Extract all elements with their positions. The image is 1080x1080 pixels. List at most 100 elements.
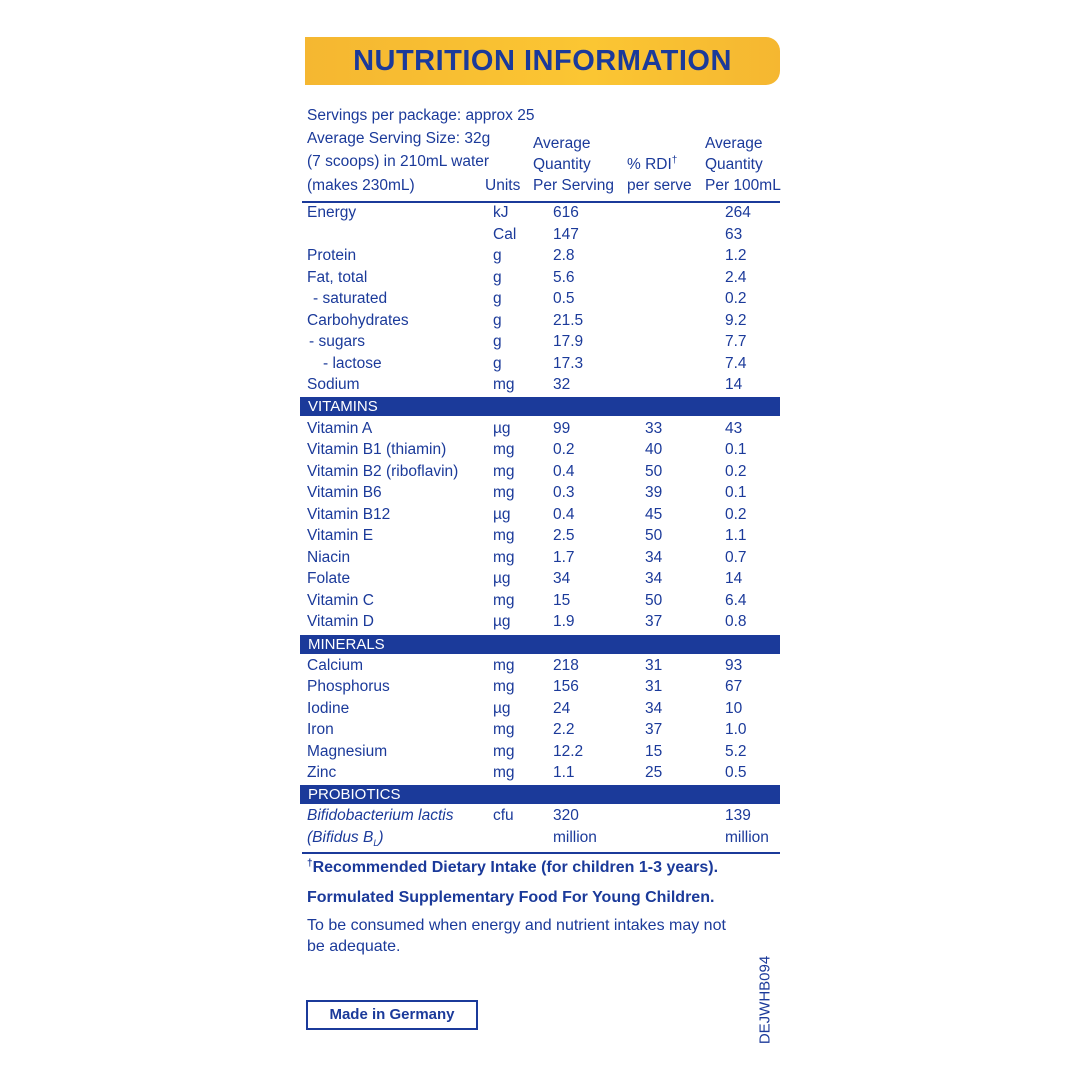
section-title: PROBIOTICS xyxy=(308,786,401,804)
cell-per-100ml: 6.4 xyxy=(725,591,747,609)
cell-rdi: 31 xyxy=(645,656,663,674)
cell-unit: mg xyxy=(493,484,515,502)
cell-unit: mg xyxy=(493,548,515,566)
cell-per-serving: 99 xyxy=(553,419,571,437)
cell-per-100ml: 7.4 xyxy=(725,354,747,372)
cell-rdi: 50 xyxy=(645,462,663,480)
footnote: To be consumed when energy and nutrient … xyxy=(307,917,726,955)
cell-per-100ml: 5.2 xyxy=(725,742,747,760)
cell-unit: mg xyxy=(493,656,515,674)
serving-info: Servings per package: approx 25 xyxy=(307,107,535,124)
cell-per-100ml: 1.0 xyxy=(725,721,747,739)
footnote: Formulated Supplementary Food For Young … xyxy=(307,889,715,906)
cell-per-100ml: 9.2 xyxy=(725,311,747,329)
bottom-rule xyxy=(302,852,780,854)
cell-name: - lactose xyxy=(323,354,382,372)
cell-per-serving: 15 xyxy=(553,591,571,609)
cell-per-100ml: 1.1 xyxy=(725,527,747,545)
column-header: Per Serving xyxy=(533,177,614,194)
column-header: Average xyxy=(705,135,763,152)
cell-rdi: 39 xyxy=(645,484,663,502)
cell-name: Magnesium xyxy=(307,742,388,760)
cell-per-serving: 0.5 xyxy=(553,290,575,308)
cell-per-100ml: million xyxy=(725,828,769,846)
cell-per-serving: 616 xyxy=(553,204,579,221)
cell-unit: µg xyxy=(493,699,511,717)
cell-name: - sugars xyxy=(309,333,365,351)
cell-rdi: 37 xyxy=(645,613,663,631)
cell-rdi: 37 xyxy=(645,721,663,739)
cell-per-serving: 156 xyxy=(553,678,579,696)
section-title: MINERALS xyxy=(308,635,385,653)
origin-badge: Made in Germany xyxy=(306,1000,478,1030)
cell-per-100ml: 7.7 xyxy=(725,333,747,351)
column-header: Average xyxy=(533,135,591,152)
cell-per-serving: 17.9 xyxy=(553,333,584,351)
dagger: † xyxy=(671,155,678,166)
cell-per-serving: 147 xyxy=(553,225,579,243)
serving-info: (7 scoops) in 210mL water xyxy=(307,153,490,170)
dagger: † xyxy=(307,858,313,869)
cell-per-100ml: 0.2 xyxy=(725,505,747,523)
cell-unit: g xyxy=(493,290,502,308)
cell-name: Vitamin B12 xyxy=(307,505,391,523)
cell-unit: mg xyxy=(493,462,515,480)
cell-unit: mg xyxy=(493,764,515,782)
cell-unit: g xyxy=(493,311,502,329)
cell-per-serving: 1.9 xyxy=(553,613,575,631)
cell-per-100ml: 43 xyxy=(725,419,743,437)
cell-per-serving: 0.4 xyxy=(553,462,575,480)
cell-unit: g xyxy=(493,247,502,265)
cell-unit: mg xyxy=(493,591,515,609)
serving-info: Average Serving Size: 32g xyxy=(307,130,491,147)
cell-name: Iodine xyxy=(307,699,350,717)
cell-rdi: 15 xyxy=(645,742,663,760)
title-bar: NUTRITION INFORMATION xyxy=(305,37,780,85)
cell-name: Carbohydrates xyxy=(307,311,409,329)
cell-per-100ml: 2.4 xyxy=(725,268,747,286)
cell-per-serving: 17.3 xyxy=(553,354,584,372)
footnote: †Recommended Dietary Intake (for childre… xyxy=(307,857,747,878)
column-header: per serve xyxy=(627,177,692,194)
column-header: % RDI† xyxy=(627,154,677,176)
cell-per-serving: 0.2 xyxy=(553,441,575,459)
cell-rdi: 50 xyxy=(645,591,663,609)
cell-per-serving: 5.6 xyxy=(553,268,575,286)
cell-per-serving: 0.3 xyxy=(553,484,575,502)
cell-per-serving: 21.5 xyxy=(553,311,584,329)
column-header: Per 100mL xyxy=(705,177,781,194)
cell-per-100ml: 0.5 xyxy=(725,764,747,782)
cell-per-serving: 1.7 xyxy=(553,548,575,566)
section-bar: MINERALS xyxy=(300,634,780,654)
cell-name: Energy xyxy=(307,204,357,221)
cell-per-serving: 0.4 xyxy=(553,505,575,523)
cell-name: Fat, total xyxy=(307,268,368,286)
cell-name: (Bifidus BL) xyxy=(307,827,384,849)
cell-per-serving: 12.2 xyxy=(553,742,584,760)
cell-rdi: 40 xyxy=(645,441,663,459)
cell-name: Niacin xyxy=(307,548,351,566)
section-bar: VITAMINS xyxy=(300,397,780,417)
cell-per-100ml: 93 xyxy=(725,656,743,674)
column-header: Units xyxy=(485,177,521,194)
name-part: (Bifidus B xyxy=(307,828,374,846)
cell-name: Vitamin C xyxy=(307,591,374,609)
cell-per-serving: 32 xyxy=(553,376,571,394)
cell-unit: cfu xyxy=(493,807,514,825)
cell-rdi: 45 xyxy=(645,505,663,523)
cell-name: Bifidobacterium lactis xyxy=(307,807,454,825)
column-header: Quantity xyxy=(533,156,591,173)
section-title: VITAMINS xyxy=(308,398,378,416)
cell-per-100ml: 0.8 xyxy=(725,613,747,631)
cell-per-serving: 218 xyxy=(553,656,579,674)
cell-per-100ml: 63 xyxy=(725,225,743,243)
cell-per-100ml: 0.1 xyxy=(725,484,747,502)
cell-unit: mg xyxy=(493,376,515,394)
cell-per-100ml: 0.2 xyxy=(725,290,747,308)
cell-unit: mg xyxy=(493,527,515,545)
cell-per-serving: 24 xyxy=(553,699,571,717)
cell-per-100ml: 67 xyxy=(725,678,743,696)
header-rule xyxy=(302,201,780,203)
